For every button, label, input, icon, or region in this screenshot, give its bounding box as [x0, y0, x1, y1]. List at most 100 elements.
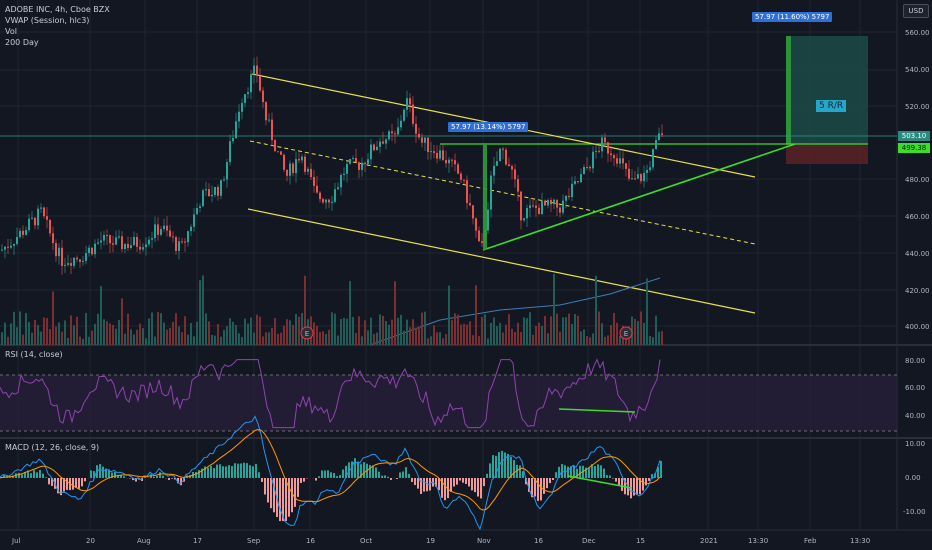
risk-reward-label[interactable]: 5 R/R — [816, 100, 847, 112]
macd-histogram-bar — [81, 478, 83, 487]
volume-bar — [562, 317, 564, 345]
volume-bar — [364, 320, 366, 345]
price-axis[interactable]: 560.00 540.00 520.00 480.00 460.00 440.0… — [905, 29, 930, 331]
indicator-200-day[interactable]: 200 Day — [5, 38, 39, 47]
long-position-stop-zone[interactable] — [786, 144, 868, 164]
candle-body — [37, 208, 39, 226]
macd-histogram-bar — [231, 466, 233, 478]
candle-body — [166, 225, 168, 231]
volume-bar — [394, 281, 396, 345]
candle-body — [184, 241, 186, 243]
time-axis[interactable]: Jul 20 Aug 17 Sep 16 Oct 19 Nov 16 Dec 1… — [11, 537, 870, 545]
macd-histogram-bar — [450, 478, 452, 492]
macd-histogram-bar — [525, 478, 527, 485]
candle-body — [622, 158, 624, 164]
channel-mid-line[interactable] — [249, 140, 756, 245]
candle-body — [355, 158, 357, 163]
candle-body — [415, 123, 417, 134]
earnings-marker[interactable]: E — [619, 326, 633, 340]
candle-body — [373, 144, 375, 151]
measure-label-2[interactable]: 57.97 (11.60%) 5797 — [752, 12, 833, 22]
macd-axis[interactable]: 10.00 0.00 -10.00 — [903, 440, 926, 516]
macd-histogram-bar — [375, 467, 377, 478]
candle-body — [574, 181, 576, 184]
chart-legend[interactable]: ADOBE INC, 4h, Cboe BZX VWAP (Session, h… — [5, 4, 110, 48]
volume-bar — [526, 318, 528, 345]
macd-divergence-line[interactable] — [567, 475, 633, 489]
macd-histogram-bar — [396, 478, 398, 479]
volume-bar — [388, 324, 390, 345]
volume-bar — [610, 325, 612, 345]
sma-200-line — [369, 277, 661, 346]
volume-bar — [316, 325, 318, 345]
macd-histogram-bar — [18, 472, 20, 478]
candle-body — [349, 158, 351, 164]
macd-histogram-bar — [555, 472, 557, 478]
macd-histogram-bar — [66, 478, 68, 490]
volume-bar — [511, 328, 513, 345]
candle-body — [472, 205, 474, 219]
currency-button[interactable]: USD — [903, 4, 929, 18]
volume-bar — [517, 322, 519, 345]
channel-lower-line[interactable] — [247, 208, 756, 314]
svg-text:15: 15 — [636, 537, 645, 545]
svg-text:Dec: Dec — [582, 537, 596, 545]
volume-bar — [169, 328, 171, 345]
macd-histogram-bar — [258, 472, 260, 478]
candle-body — [658, 133, 660, 141]
candle-body — [547, 200, 549, 206]
volume-bar — [589, 337, 591, 345]
candle-body — [301, 156, 303, 161]
macd-histogram-bar — [342, 469, 344, 478]
macd-histogram-bar — [579, 465, 581, 478]
candle-body — [115, 237, 117, 245]
long-position-profit-zone[interactable] — [786, 36, 868, 144]
macd-histogram-bar — [204, 466, 206, 478]
volume-bar — [409, 327, 411, 345]
candle-body — [178, 241, 180, 251]
earnings-marker[interactable]: E — [300, 326, 314, 340]
measure-label-1[interactable]: 57.97 (13.14%) 5797 — [448, 122, 529, 132]
rsi-axis[interactable]: 80.00 60.00 40.00 — [905, 357, 925, 420]
candle-body — [649, 167, 651, 171]
macd-histogram-bar — [369, 465, 371, 478]
volume-bar — [553, 273, 555, 345]
candle-body — [1, 249, 3, 251]
support-trendline[interactable] — [482, 143, 796, 251]
candle-body — [256, 65, 258, 76]
volume-bar — [214, 335, 216, 345]
candle-body — [136, 236, 138, 247]
svg-text:17: 17 — [193, 537, 202, 545]
volume-bar — [604, 336, 606, 345]
volume-bar — [514, 331, 516, 345]
rsi-divergence-line[interactable] — [558, 408, 636, 413]
candle-body — [94, 243, 96, 255]
candle-body — [121, 236, 123, 250]
macd-label[interactable]: MACD (12, 26, close, 9) — [5, 443, 100, 452]
volume-bar — [124, 333, 126, 345]
candle-body — [268, 119, 270, 121]
candle-body — [34, 217, 36, 226]
macd-histogram-bar — [267, 478, 269, 503]
macd-histogram-bar — [144, 477, 146, 478]
candle-body — [400, 120, 402, 128]
indicator-vwap[interactable]: VWAP (Session, hlc3) — [5, 16, 90, 25]
volume-bar — [565, 317, 567, 345]
svg-text:E: E — [624, 330, 628, 338]
candle-body — [334, 189, 336, 202]
svg-text:480.00: 480.00 — [905, 176, 930, 184]
macd-histogram-bar — [255, 463, 257, 478]
symbol-title[interactable]: ADOBE INC, 4h, Cboe BZX — [5, 5, 110, 14]
candle-body — [358, 162, 360, 170]
macd-histogram-bar — [348, 462, 350, 478]
macd-histogram-bar — [402, 471, 404, 478]
rsi-label[interactable]: RSI (14, close) — [5, 350, 63, 359]
candle-body — [247, 92, 249, 95]
macd-histogram-bar — [573, 465, 575, 478]
indicator-vol[interactable]: Vol — [5, 27, 17, 36]
macd-histogram-bar — [195, 472, 197, 478]
candle-body — [13, 243, 15, 246]
macd-histogram-bar — [363, 462, 365, 478]
candle-body — [514, 169, 516, 180]
